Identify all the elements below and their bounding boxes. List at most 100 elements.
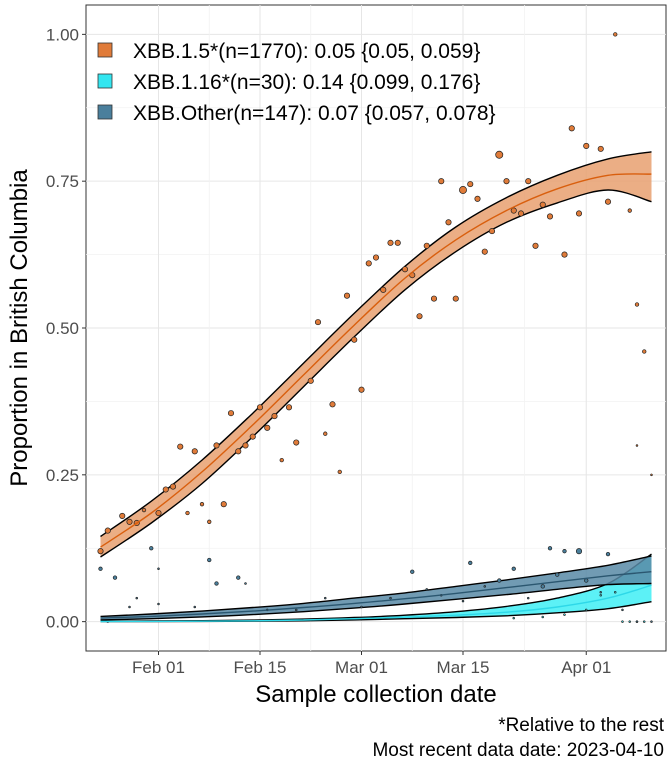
data-point-series-0 — [575, 210, 583, 217]
data-point-series-0 — [279, 457, 284, 463]
data-point-series-0 — [162, 486, 169, 493]
data-point-series-0 — [459, 186, 467, 194]
data-point-series-0 — [467, 181, 474, 188]
data-point-series-2 — [540, 584, 545, 589]
data-point-series-0 — [380, 286, 387, 293]
data-point-series-0 — [635, 444, 639, 447]
legend-label-0: XBB.1.5*(n=1770): 0.05 {0.05, 0.059} — [133, 40, 480, 63]
data-point-series-2 — [157, 567, 160, 571]
data-point-series-2 — [244, 582, 247, 585]
legend-swatch-1 — [97, 73, 113, 89]
data-point-series-0 — [323, 431, 328, 436]
data-point-series-0 — [185, 510, 190, 516]
data-point-series-0 — [539, 201, 546, 208]
data-point-series-0 — [249, 433, 256, 440]
data-point-series-0 — [307, 377, 314, 384]
data-point-series-0 — [213, 442, 220, 449]
data-point-series-0 — [235, 448, 242, 455]
data-point-series-0 — [532, 242, 539, 249]
data-point-series-2 — [650, 620, 653, 623]
data-point-series-0 — [510, 207, 517, 214]
data-point-series-0 — [613, 32, 618, 37]
legend-swatch-0 — [97, 42, 113, 58]
data-point-series-0 — [126, 518, 133, 525]
caption-relative: *Relative to the rest — [498, 715, 665, 736]
data-point-series-0 — [387, 239, 394, 246]
data-point-series-2 — [526, 596, 530, 600]
data-point-series-2 — [207, 557, 212, 563]
ribbon-lower-bound-2 — [100, 582, 652, 621]
data-point-series-0 — [394, 239, 401, 246]
fit-line-series-2 — [100, 571, 652, 619]
data-point-series-0 — [227, 410, 235, 417]
data-point-series-2 — [511, 566, 516, 571]
legend-swatch-2 — [97, 104, 113, 120]
x-tick-label: Mar 15 — [437, 658, 490, 677]
data-point-series-0 — [365, 260, 372, 267]
data-point-series-0 — [372, 254, 380, 261]
data-point-series-0 — [438, 178, 445, 185]
data-point-series-0 — [293, 439, 300, 446]
data-point-series-2 — [425, 588, 429, 591]
ribbon-series-0 — [100, 151, 652, 558]
y-tick-label: 0.75 — [46, 172, 79, 191]
data-point-series-2 — [157, 602, 160, 606]
data-point-series-0 — [169, 483, 177, 490]
legend: XBB.1.5*(n=1770): 0.05 {0.05, 0.059} XBB.… — [97, 40, 496, 125]
data-point-series-0 — [337, 469, 342, 475]
data-point-series-1 — [584, 608, 588, 612]
data-point-series-0 — [430, 295, 438, 302]
data-point-series-2 — [605, 551, 611, 557]
data-point-series-0 — [525, 178, 532, 185]
fit-line-series-0 — [100, 173, 652, 548]
data-point-series-2 — [547, 546, 553, 551]
data-point-series-0 — [271, 413, 278, 420]
data-point-series-2 — [324, 596, 327, 600]
data-point-series-0 — [474, 195, 481, 202]
data-point-series-2 — [555, 572, 560, 577]
data-point-series-0 — [650, 473, 653, 477]
data-point-series-0 — [141, 507, 147, 513]
fit-line-series-1 — [100, 584, 652, 623]
data-point-series-0 — [488, 228, 496, 235]
data-point-series-0 — [256, 404, 264, 411]
data-point-series-0 — [264, 424, 271, 431]
data-point-series-0 — [452, 295, 459, 302]
legend-label-1: XBB.1.16*(n=30): 0.14 {0.099, 0.176} — [133, 71, 480, 94]
ribbon-upper-bound-2 — [100, 555, 652, 618]
y-tick-label: 0.25 — [46, 466, 79, 485]
data-point-series-0 — [481, 248, 488, 255]
data-point-series-0 — [642, 349, 647, 354]
y-tick-label: 0.00 — [46, 613, 79, 632]
data-point-series-1 — [512, 616, 515, 620]
data-point-series-0 — [343, 292, 351, 299]
data-point-series-0 — [634, 302, 640, 307]
data-point-series-1 — [599, 593, 602, 597]
data-point-series-0 — [416, 313, 423, 320]
axes: 0.00 0.25 0.50 0.75 1.00 Feb 01 Feb 15 Mar 01 Ma… — [46, 25, 611, 677]
legend-label-2: XBB.Other(n=147): 0.07 {0.057, 0.078} — [133, 102, 496, 125]
data-point-series-0 — [329, 401, 336, 408]
data-point-series-2 — [214, 581, 219, 586]
data-point-series-2 — [468, 560, 473, 566]
data-point-series-2 — [112, 575, 118, 580]
data-point-series-2 — [575, 548, 583, 555]
data-point-series-2 — [295, 608, 298, 612]
data-point-series-0 — [285, 404, 293, 411]
data-point-series-0 — [104, 527, 111, 534]
data-point-series-0 — [177, 443, 184, 450]
data-point-series-0 — [583, 142, 590, 149]
data-point-series-1 — [642, 620, 646, 623]
data-point-series-0 — [445, 219, 452, 226]
data-point-series-0 — [627, 208, 632, 213]
data-point-series-0 — [495, 150, 504, 159]
data-point-series-0 — [97, 548, 104, 555]
data-point-series-2 — [410, 569, 415, 574]
data-point-series-2 — [360, 605, 363, 609]
data-point-series-2 — [599, 591, 602, 594]
data-point-series-2 — [128, 605, 131, 609]
data-point-series-0 — [604, 198, 612, 205]
data-point-series-0 — [597, 145, 604, 152]
data-point-series-0 — [199, 502, 205, 507]
data-point-series-2 — [389, 596, 392, 600]
